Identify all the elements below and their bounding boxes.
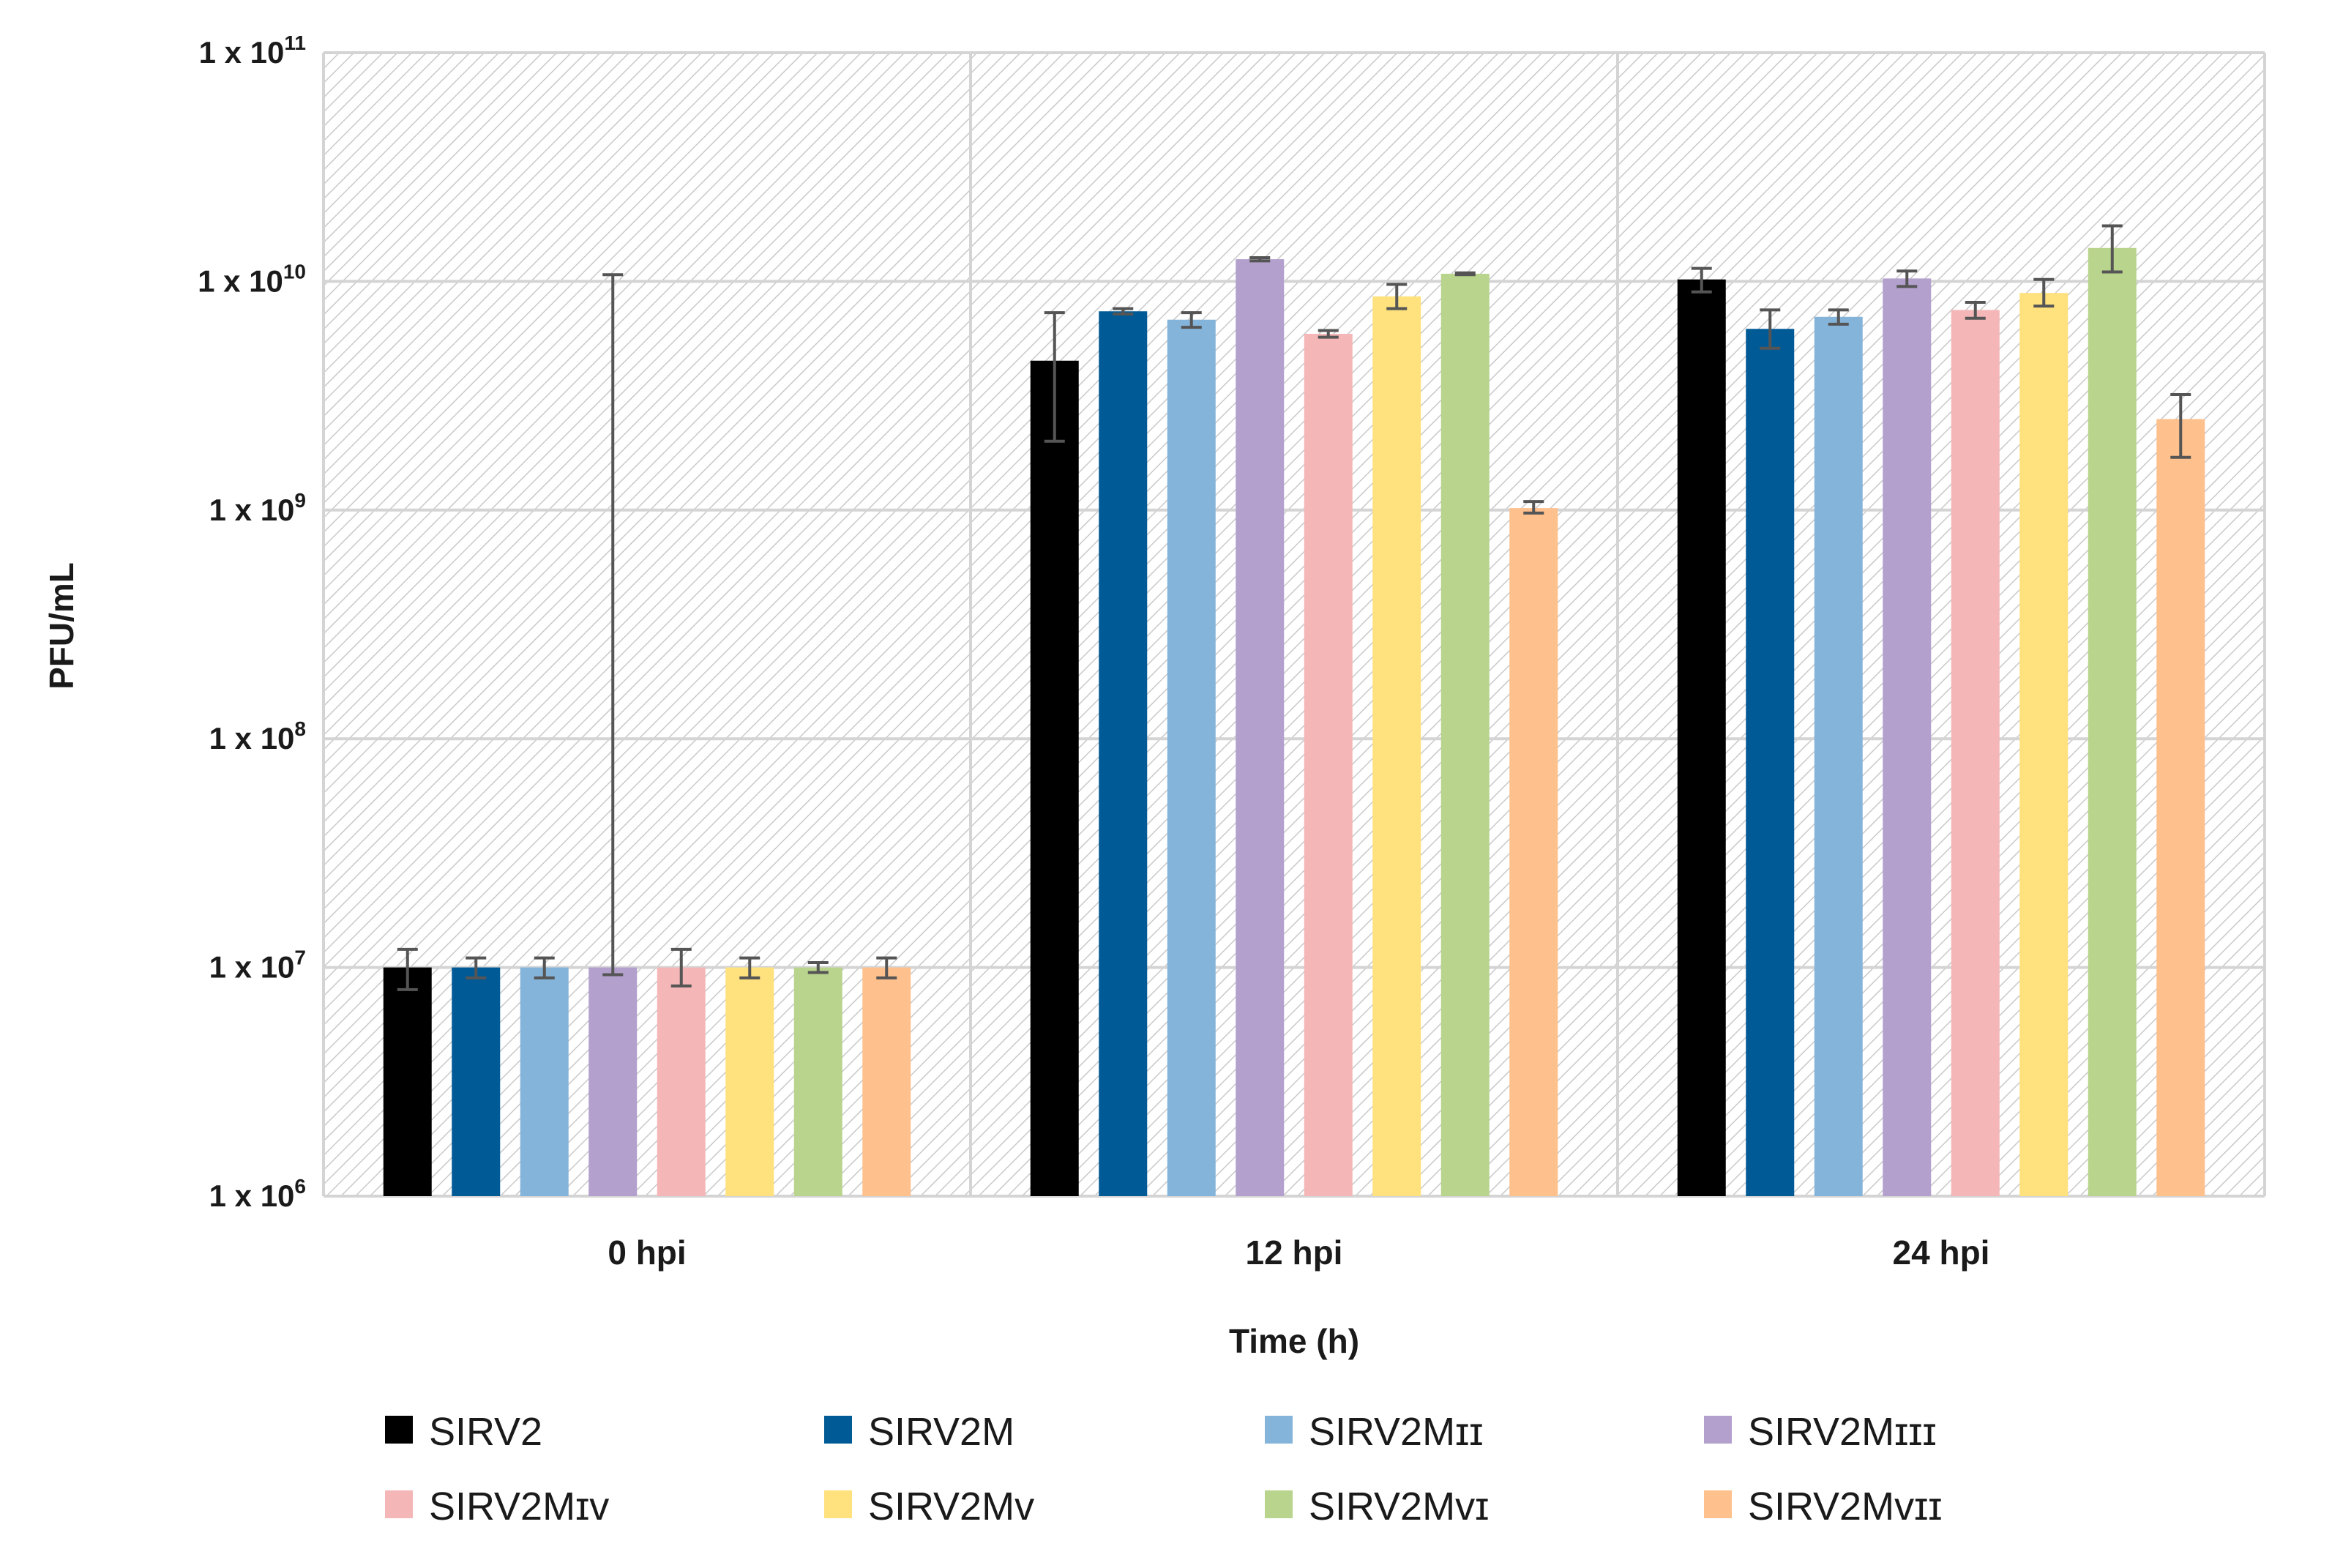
legend-item: SIRV2Mɪɪ: [1265, 1410, 1484, 1454]
bar-sirv2mɪɪɪ-24-hpi: [1883, 278, 1932, 1196]
legend-item: SIRV2Mɪv: [385, 1485, 609, 1528]
legend-swatch: [1704, 1490, 1732, 1518]
bar-sirv2mvɪ-12-hpi: [1440, 273, 1490, 1197]
legend-label: SIRV2Mɪɪɪ: [1748, 1410, 1937, 1454]
y-tick-label: 1 x 109: [209, 489, 306, 527]
y-tick-label: 1 x 1011: [199, 31, 306, 70]
legend-label: SIRV2Mv: [868, 1485, 1034, 1528]
error-bar: [2170, 392, 2191, 459]
bar-sirv2mɪɪɪ-0-hpi: [588, 967, 638, 1196]
legend-swatch: [1265, 1490, 1293, 1518]
error-bar: [466, 956, 487, 979]
error-bar: [1181, 311, 1202, 329]
y-tick-label: 1 x 108: [209, 717, 306, 755]
error-bar: [1318, 329, 1339, 339]
bar-sirv2mvɪɪ-24-hpi: [2156, 419, 2205, 1196]
x-axis-title: Time (h): [1229, 1322, 1359, 1360]
legend-item: SIRV2Mv: [824, 1485, 1034, 1528]
error-bar: [534, 956, 555, 979]
legend-swatch: [385, 1416, 413, 1444]
bar-sirv2m-0-hpi: [452, 967, 501, 1196]
x-tick-label: 24 hpi: [1893, 1233, 1990, 1272]
legend-label: SIRV2Mvɪɪ: [1748, 1485, 1943, 1528]
bar-sirv2m-24-hpi: [1746, 329, 1795, 1196]
bar-sirv2mɪɪ-12-hpi: [1167, 319, 1216, 1196]
error-bar: [1523, 500, 1544, 515]
bar-sirv2mɪɪɪ-12-hpi: [1236, 259, 1285, 1197]
bar-sirv2mɪv-24-hpi: [1951, 310, 2000, 1196]
error-bar: [397, 947, 418, 991]
plot-area: [324, 53, 2265, 1196]
legend-swatch: [1704, 1416, 1732, 1444]
bar-sirv2mɪɪ-24-hpi: [1814, 316, 1863, 1196]
error-bar: [2033, 277, 2055, 308]
error-bar: [1828, 308, 1849, 326]
error-bar: [1691, 266, 1712, 294]
y-tick-label: 1 x 107: [209, 947, 306, 985]
legend-label: SIRV2M: [868, 1410, 1014, 1454]
gridlines: [322, 51, 2266, 1198]
legend-swatch: [1265, 1416, 1293, 1444]
error-bar: [670, 947, 692, 988]
legend-item: SIRV2Mvɪ: [1265, 1485, 1489, 1528]
y-tick-label: 1 x 1010: [198, 260, 306, 298]
error-bar: [876, 956, 897, 979]
bar-sirv2mɪv-12-hpi: [1304, 333, 1353, 1196]
x-tick-label: 0 hpi: [608, 1233, 686, 1272]
y-axis-ticks: 1 x 106 1 x 107 1 x 108 1 x 109 1 x 1010 1 x …: [198, 31, 306, 1213]
y-axis-title: PFU/mL: [42, 562, 81, 690]
legend-label: SIRV2Mvɪ: [1309, 1485, 1489, 1528]
legend-label: SIRV2Mɪɪ: [1309, 1410, 1484, 1454]
bar-sirv2mɪv-0-hpi: [657, 967, 706, 1196]
error-bar: [2101, 224, 2123, 274]
error-bar: [1386, 283, 1408, 310]
bar-sirv2m-12-hpi: [1099, 311, 1148, 1197]
error-bar: [1896, 269, 1918, 288]
error-bars: [397, 224, 2191, 991]
error-bar: [1965, 300, 1986, 320]
bar-sirv2mvɪɪ-12-hpi: [1509, 508, 1558, 1196]
error-bar: [807, 960, 829, 974]
legend-label: SIRV2: [429, 1410, 542, 1454]
legend-item: SIRV2Mɪɪɪ: [1704, 1410, 1937, 1454]
legend-swatch: [385, 1490, 413, 1518]
bar-sirv2-0-hpi: [383, 967, 432, 1196]
legend-swatch: [824, 1416, 852, 1444]
error-bar: [1113, 307, 1134, 316]
error-bar: [1760, 308, 1781, 350]
legend-label: SIRV2Mɪv: [429, 1485, 609, 1528]
legend-item: SIRV2M: [824, 1410, 1014, 1454]
bar-sirv2mɪɪ-0-hpi: [520, 967, 569, 1196]
legend-swatch: [824, 1490, 852, 1518]
error-bar: [1044, 311, 1065, 443]
bar-sirv2mvɪ-24-hpi: [2088, 247, 2137, 1196]
legend-item: SIRV2: [385, 1410, 542, 1454]
bar-sirv2-24-hpi: [1677, 279, 1726, 1196]
x-tick-label: 12 hpi: [1246, 1233, 1343, 1272]
y-tick-label: 1 x 106: [209, 1175, 306, 1213]
bar-sirv2mv-0-hpi: [725, 967, 774, 1196]
x-axis-categories: 0 hpi 12 hpi 24 hpi: [608, 1233, 1989, 1272]
bar-sirv2mvɪɪ-0-hpi: [862, 967, 911, 1196]
error-bar: [1249, 255, 1271, 263]
legend-item: SIRV2Mvɪɪ: [1704, 1485, 1943, 1528]
error-bar: [739, 956, 760, 979]
bar-sirv2mv-12-hpi: [1372, 296, 1421, 1196]
bar-sirv2mvɪ-0-hpi: [793, 967, 842, 1196]
bar-sirv2mv-24-hpi: [2019, 293, 2068, 1196]
bars: [383, 247, 2205, 1197]
legend: SIRV2 SIRV2M SIRV2Mɪɪ SIRV2Mɪɪɪ SIRV2Mɪv SIRV…: [385, 1410, 1943, 1528]
bar-sirv2-12-hpi: [1030, 360, 1079, 1196]
error-bar: [602, 273, 624, 977]
error-bar: [1454, 271, 1476, 277]
